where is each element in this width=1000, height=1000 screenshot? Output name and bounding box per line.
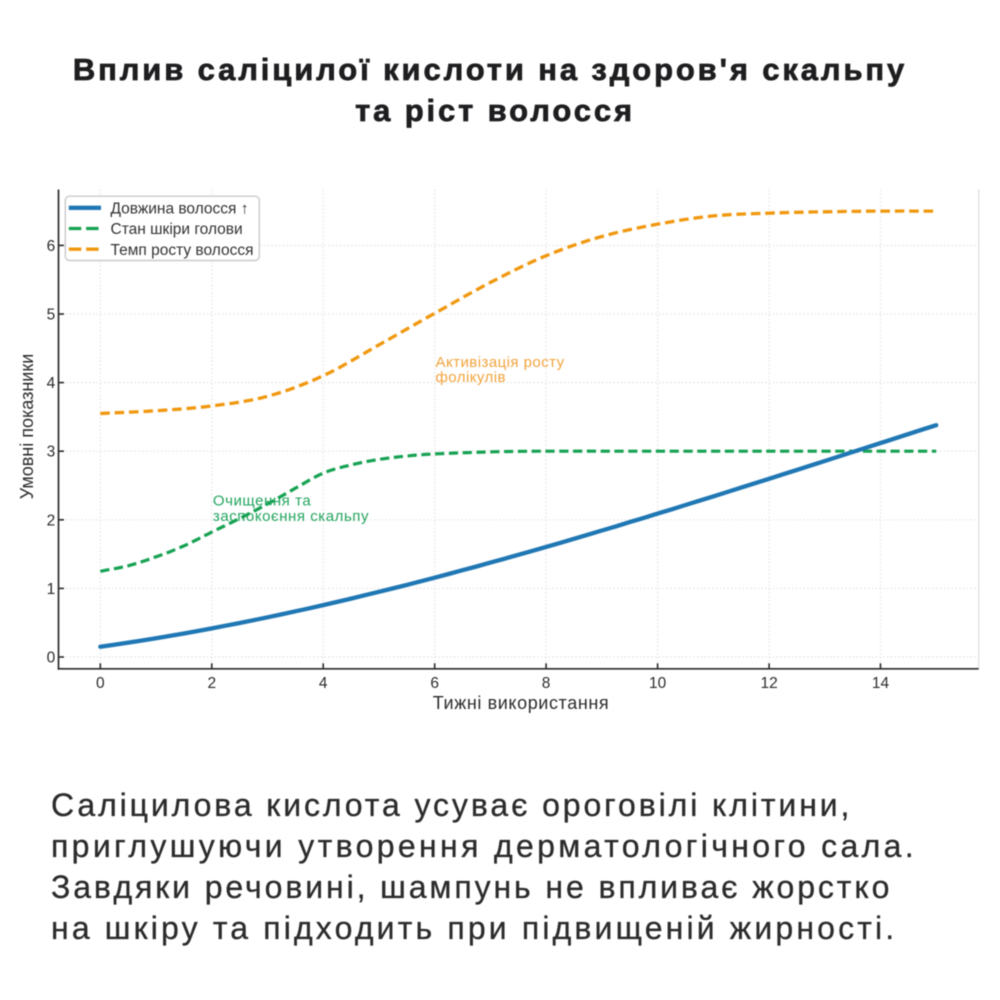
svg-text:2: 2 (47, 512, 56, 529)
svg-text:4: 4 (319, 675, 328, 692)
svg-text:Умовні показники: Умовні показники (17, 354, 37, 500)
svg-text:4: 4 (47, 375, 56, 392)
svg-text:0: 0 (47, 650, 56, 667)
svg-text:1: 1 (47, 581, 56, 598)
svg-text:8: 8 (542, 675, 551, 692)
svg-text:14: 14 (872, 675, 890, 692)
svg-text:6: 6 (430, 675, 439, 692)
svg-text:Довжина волосся ↑: Довжина волосся ↑ (111, 200, 249, 217)
svg-text:заспокоєння скальпу: заспокоєння скальпу (213, 508, 369, 525)
svg-text:0: 0 (96, 675, 105, 692)
svg-text:Темп росту волосся: Темп росту волосся (111, 242, 254, 259)
svg-text:10: 10 (649, 675, 667, 692)
svg-text:5: 5 (47, 307, 56, 324)
svg-text:Стан шкіри голови: Стан шкіри голови (111, 221, 243, 238)
svg-text:Очищення та: Очищення та (213, 493, 311, 510)
svg-text:фолікулів: фолікулів (436, 369, 506, 386)
svg-text:12: 12 (760, 675, 777, 692)
svg-text:6: 6 (47, 238, 56, 255)
svg-text:3: 3 (47, 444, 56, 461)
svg-text:Тижні використання: Тижні використання (433, 693, 610, 713)
svg-text:2: 2 (207, 675, 216, 692)
svg-text:Активізація росту: Активізація росту (436, 354, 565, 371)
